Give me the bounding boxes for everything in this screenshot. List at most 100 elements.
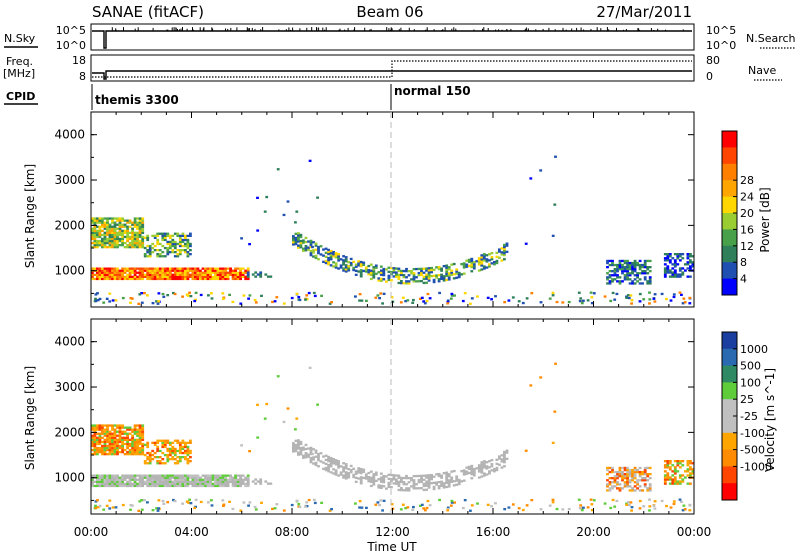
- velocity-cell: [668, 460, 672, 463]
- x-tick-label: 00:00: [677, 525, 712, 539]
- power-cell: [101, 225, 104, 228]
- velocity-cell: [138, 474, 142, 477]
- power-cell: [442, 275, 446, 278]
- power-cell: [308, 159, 312, 162]
- power-cell: [347, 269, 351, 272]
- power-cell: [297, 244, 300, 247]
- power-cell: [297, 232, 300, 235]
- velocity-cell: [606, 466, 609, 470]
- velocity-cell: [327, 470, 330, 473]
- power-cell: [631, 263, 634, 267]
- power-cell: [176, 249, 180, 252]
- power-cell: [254, 301, 258, 304]
- velocity-cell: [214, 480, 217, 483]
- power-cell: [131, 239, 134, 243]
- velocity-cell: [126, 442, 129, 446]
- power-cell: [148, 277, 152, 281]
- power-cell: [146, 294, 149, 297]
- velocity-cell: [108, 438, 112, 441]
- power-cell: [93, 267, 97, 270]
- power-cell: [229, 269, 232, 272]
- power-cell: [103, 239, 107, 243]
- velocity-cell: [168, 484, 172, 488]
- velocity-cell: [347, 472, 351, 475]
- power-cell: [116, 219, 119, 222]
- velocity-cell: [495, 466, 499, 470]
- power-cell: [676, 273, 680, 276]
- power-cell: [472, 267, 476, 270]
- velocity-cell: [111, 424, 114, 427]
- velocity-cell: [186, 462, 190, 465]
- power-cell: [561, 301, 565, 304]
- power-cell: [138, 277, 142, 281]
- power-cell: [121, 219, 124, 222]
- velocity-cell: [264, 480, 268, 483]
- power-cell: [446, 300, 450, 304]
- power-cell: [410, 270, 413, 273]
- velocity-cell: [666, 462, 670, 465]
- velocity-cell: [141, 432, 145, 435]
- power-cell: [121, 277, 124, 281]
- velocity-cell: [382, 499, 386, 502]
- power-cell: [94, 293, 98, 296]
- velocity-cell: [114, 506, 118, 509]
- velocity-cell: [138, 438, 142, 441]
- power-cell: [324, 251, 328, 254]
- power-cell: [673, 253, 677, 256]
- power-cell: [503, 247, 506, 251]
- power-cell: [626, 268, 629, 271]
- power-cell: [251, 273, 255, 276]
- velocity-cell: [103, 478, 107, 481]
- power-cell: [128, 237, 132, 241]
- velocity-cell: [229, 480, 232, 483]
- velocity-cell: [686, 482, 690, 485]
- velocity-cell: [314, 461, 318, 464]
- velocity-cell: [294, 439, 298, 442]
- velocity-cell: [199, 484, 202, 488]
- velocity-cell: [194, 476, 197, 479]
- velocity-cell: [106, 476, 109, 479]
- velocity-cell: [643, 483, 647, 486]
- power-cell: [618, 282, 622, 285]
- velocity-cell: [480, 465, 484, 468]
- power-cell: [168, 236, 172, 239]
- velocity-cell: [305, 501, 309, 504]
- power-cell: [427, 277, 431, 280]
- power-cell: [148, 271, 152, 274]
- power-cell: [128, 273, 132, 276]
- velocity-cell: [171, 451, 175, 455]
- velocity-cell: [397, 482, 401, 485]
- velocity-cell: [141, 453, 145, 456]
- power-cell: [181, 267, 185, 270]
- velocity-cell: [297, 445, 300, 448]
- power-cell: [462, 272, 466, 275]
- power-cell: [196, 271, 200, 274]
- power-cell: [626, 274, 629, 277]
- power-cell: [186, 240, 190, 244]
- power-cell: [412, 278, 416, 281]
- power-cell: [332, 265, 335, 268]
- power-cell: [103, 225, 107, 228]
- power-cell: [138, 241, 142, 245]
- velocity-cell: [317, 459, 320, 462]
- power-cell: [118, 244, 122, 247]
- velocity-cell: [138, 478, 142, 481]
- power-cell: [113, 273, 117, 276]
- power-cell: [299, 235, 303, 239]
- power-cell: [166, 271, 170, 274]
- power-cell: [590, 296, 594, 299]
- velocity-cell: [163, 453, 167, 457]
- power-cell: [168, 271, 172, 274]
- power-cell: [611, 280, 614, 283]
- velocity-cell: [98, 446, 102, 450]
- power-cell: [457, 275, 461, 279]
- power-cell: [551, 234, 555, 237]
- velocity-cell: [98, 434, 102, 437]
- velocity-colorbar-label: Velocity [m s^-1]: [763, 368, 777, 472]
- power-cell: [121, 223, 124, 226]
- power-cell: [214, 271, 217, 274]
- velocity-cell: [671, 464, 675, 467]
- velocity-cell: [128, 484, 132, 488]
- velocity-cell: [678, 466, 682, 469]
- power-cell: [244, 269, 248, 272]
